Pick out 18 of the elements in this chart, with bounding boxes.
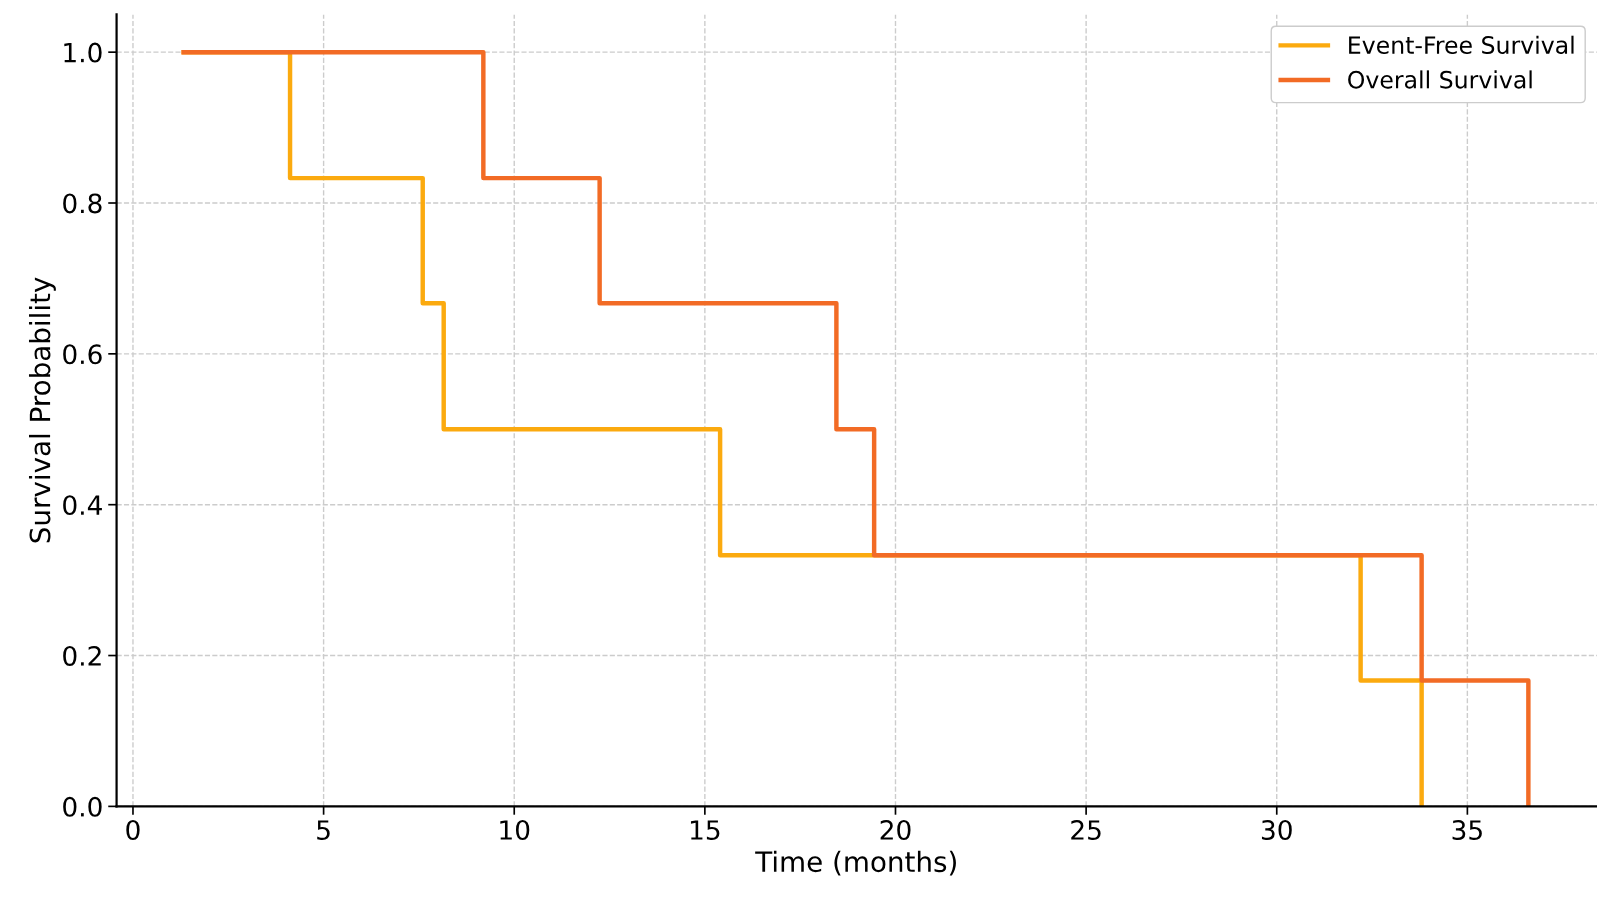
legend-label: Overall Survival (1348, 70, 1532, 89)
x-tick-label: 0 (126, 820, 140, 840)
x-tick-label: 35 (1452, 820, 1482, 840)
x-tick-label: 15 (690, 820, 720, 840)
x-tick-label: 25 (1071, 820, 1101, 840)
legend-label: Event-Free Survival (1349, 35, 1574, 54)
y-tick-label: 0.8 (63, 193, 102, 214)
y-tick-label: 0.0 (63, 796, 102, 817)
x-tick-label: 30 (1261, 820, 1292, 840)
x-tick-label: 5 (317, 820, 330, 840)
y-axis-title: Survival Probability (28, 277, 56, 543)
x-tick-label: 10 (500, 820, 530, 840)
x-axis-title: Time (months) (755, 850, 956, 876)
x-tick-label: 20 (880, 820, 911, 840)
y-tick-label: 0.6 (63, 344, 102, 365)
y-tick-label: 0.2 (63, 645, 101, 666)
y-tick-label: 0.4 (63, 495, 102, 516)
y-tick-label: 1.0 (64, 42, 102, 63)
